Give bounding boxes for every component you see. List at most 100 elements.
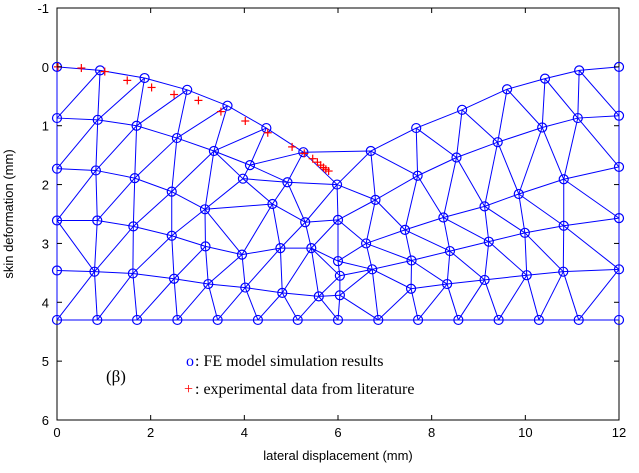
mesh-edge bbox=[187, 89, 228, 107]
mesh-edge bbox=[144, 77, 188, 91]
mesh-edge bbox=[524, 232, 564, 273]
mesh-edge bbox=[249, 164, 288, 183]
mesh-node bbox=[282, 177, 293, 188]
mesh-node bbox=[171, 132, 182, 144]
mesh-edge bbox=[563, 166, 620, 180]
x-tick-label: 0 bbox=[53, 425, 60, 440]
mesh-node bbox=[438, 212, 449, 223]
mesh-node bbox=[51, 112, 63, 124]
mesh-edge bbox=[456, 157, 486, 207]
mesh-node bbox=[558, 174, 569, 185]
mesh-edge bbox=[524, 225, 564, 234]
mesh-edge bbox=[417, 175, 444, 218]
mesh-edge bbox=[416, 109, 463, 129]
experimental-point bbox=[123, 76, 132, 85]
mesh-node bbox=[51, 314, 63, 326]
mesh-edge bbox=[241, 247, 281, 256]
mesh-edge bbox=[93, 220, 98, 272]
mesh-edge bbox=[242, 164, 251, 179]
experimental-point bbox=[147, 83, 156, 92]
mesh-edge bbox=[176, 89, 188, 139]
mesh-edge bbox=[411, 250, 451, 261]
y-tick-label: 2 bbox=[42, 178, 49, 193]
mesh-edge bbox=[56, 220, 95, 272]
mesh-edge bbox=[213, 150, 251, 166]
mesh-edge bbox=[542, 117, 578, 128]
experimental-point bbox=[216, 107, 225, 116]
mesh-edge bbox=[56, 168, 96, 171]
mesh-node bbox=[370, 194, 381, 205]
mesh-edge bbox=[541, 127, 565, 180]
mesh-node bbox=[412, 170, 423, 181]
beta-label: (β) bbox=[106, 367, 126, 386]
mesh-edge bbox=[133, 191, 173, 227]
mesh-node bbox=[182, 84, 193, 95]
mesh-edge bbox=[538, 271, 564, 321]
mesh-edge bbox=[456, 141, 498, 158]
x-tick-label: 8 bbox=[428, 425, 435, 440]
mesh-node bbox=[411, 122, 422, 134]
mesh-edge bbox=[544, 69, 580, 80]
mesh-node bbox=[267, 198, 278, 210]
mesh-node bbox=[613, 110, 625, 121]
mesh-node bbox=[236, 249, 248, 260]
experimental-point bbox=[241, 117, 250, 126]
mesh-edge bbox=[171, 191, 206, 210]
mesh-edge bbox=[506, 88, 543, 128]
x-tick-label: 10 bbox=[518, 425, 532, 440]
mesh-node bbox=[128, 221, 139, 232]
mesh-edge bbox=[484, 241, 490, 280]
mesh-edge bbox=[410, 283, 448, 290]
mesh-edge bbox=[563, 117, 579, 180]
mesh-edge bbox=[498, 274, 528, 321]
mesh-node bbox=[275, 243, 286, 254]
mesh-edge bbox=[337, 199, 376, 221]
x-tick-label: 12 bbox=[612, 425, 626, 440]
mesh-node bbox=[574, 65, 585, 76]
mesh-edge bbox=[336, 184, 339, 220]
mesh-edge bbox=[562, 271, 580, 321]
mesh-edge bbox=[171, 208, 206, 237]
mesh-edge bbox=[578, 70, 620, 117]
mesh-edge bbox=[95, 119, 99, 171]
mesh-node bbox=[558, 220, 569, 231]
mesh-edge bbox=[95, 170, 98, 221]
mesh-edge bbox=[443, 205, 485, 219]
mesh-node bbox=[451, 152, 462, 163]
mesh-edge bbox=[457, 279, 486, 321]
mesh-edge bbox=[93, 271, 98, 320]
mesh-edge bbox=[174, 278, 209, 285]
mesh-node bbox=[365, 145, 376, 157]
mesh-node bbox=[166, 230, 177, 241]
mesh-edge bbox=[217, 287, 246, 321]
mesh-edge bbox=[318, 294, 340, 297]
mesh-edge bbox=[446, 283, 459, 321]
mesh-edge bbox=[526, 275, 540, 321]
mesh-edge bbox=[56, 170, 97, 221]
mesh-edge bbox=[372, 260, 412, 270]
mesh-edge bbox=[518, 193, 526, 233]
mesh-edge bbox=[365, 199, 376, 244]
mesh-edge bbox=[171, 235, 206, 247]
mesh-edge bbox=[282, 292, 319, 297]
mesh-node bbox=[89, 266, 100, 277]
mesh-node bbox=[292, 314, 303, 326]
mesh-edge bbox=[404, 229, 451, 252]
mesh-lines bbox=[56, 66, 620, 321]
legend-symbol-fe: o bbox=[186, 353, 194, 370]
mesh-edge bbox=[97, 119, 137, 127]
mesh-node bbox=[334, 290, 345, 301]
mesh-edge bbox=[213, 150, 244, 180]
mesh-edge bbox=[337, 260, 373, 270]
mesh-node bbox=[203, 278, 214, 290]
mesh-edge bbox=[96, 273, 134, 321]
mesh-edge bbox=[484, 205, 526, 234]
mesh-node bbox=[613, 213, 625, 224]
mesh-edge bbox=[461, 88, 508, 111]
mesh-node bbox=[331, 179, 343, 190]
mesh-node bbox=[521, 270, 532, 281]
mesh-edge bbox=[310, 247, 341, 277]
mesh-edge bbox=[526, 271, 564, 276]
mesh-edge bbox=[339, 268, 373, 277]
y-tick-label: 3 bbox=[42, 236, 49, 251]
